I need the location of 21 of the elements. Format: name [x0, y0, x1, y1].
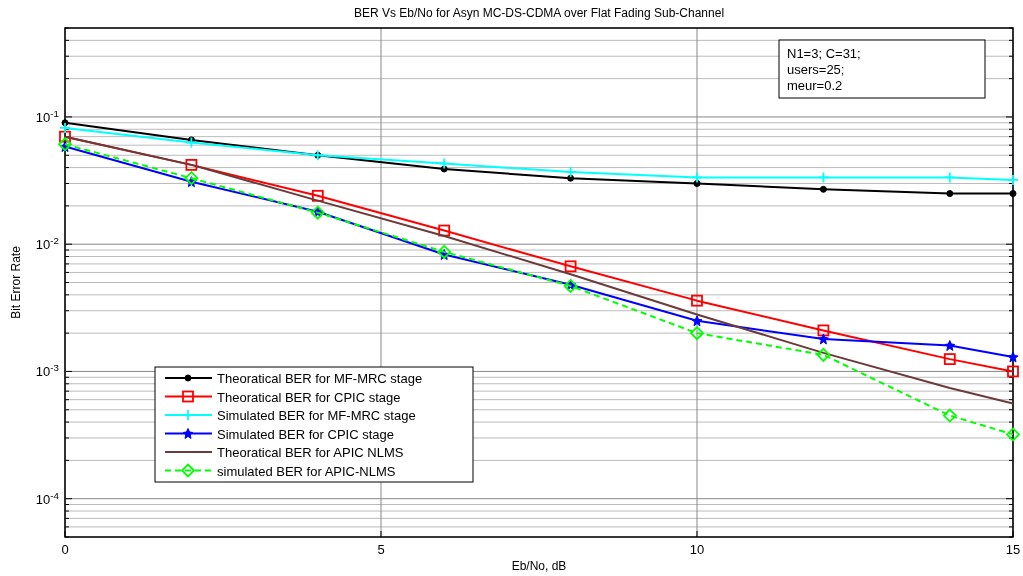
annotation: N1=3; C=31;: [787, 46, 861, 61]
y-tick-label: 10$^{-3}$: [35, 361, 59, 380]
y-tick-label: 10$^{-2}$: [35, 234, 59, 253]
legend-label: simulated BER for APIC-NLMS: [217, 463, 396, 479]
annotation: meur=0.2: [787, 78, 843, 93]
x-axis-title: Eb/No, dB: [511, 559, 567, 573]
y-tick-label: 10$^{-4}$: [35, 489, 60, 507]
x-tick-label: 10: [689, 542, 705, 557]
annotation: users=25;: [787, 62, 845, 77]
x-tick-label: 0: [61, 542, 69, 557]
x-tick-label: 5: [377, 542, 385, 557]
y-tick-label: 10$^{-1}$: [35, 107, 59, 125]
legend-label: Theoratical BER for MF-MRC stage: [217, 371, 423, 386]
chart-title: BER Vs Eb/No for Asyn MC-DS-CDMA over Flat Fading Sub-Channel: [353, 6, 725, 20]
y-axis-title: Bit Error Rate: [9, 245, 23, 319]
legend-label: Theoratical BER for APIC NLMS: [217, 445, 404, 460]
text-box: N1=3; C=31; users=25; meur=0.2: [778, 39, 986, 99]
x-tick-label: 15: [1005, 542, 1021, 557]
legend-label: Simulated BER for MF-MRC stage: [217, 408, 416, 423]
legend-label: Simulated BER for CPIC stage: [217, 426, 395, 442]
legend-label: Theoratical BER for CPIC stage: [217, 389, 401, 405]
